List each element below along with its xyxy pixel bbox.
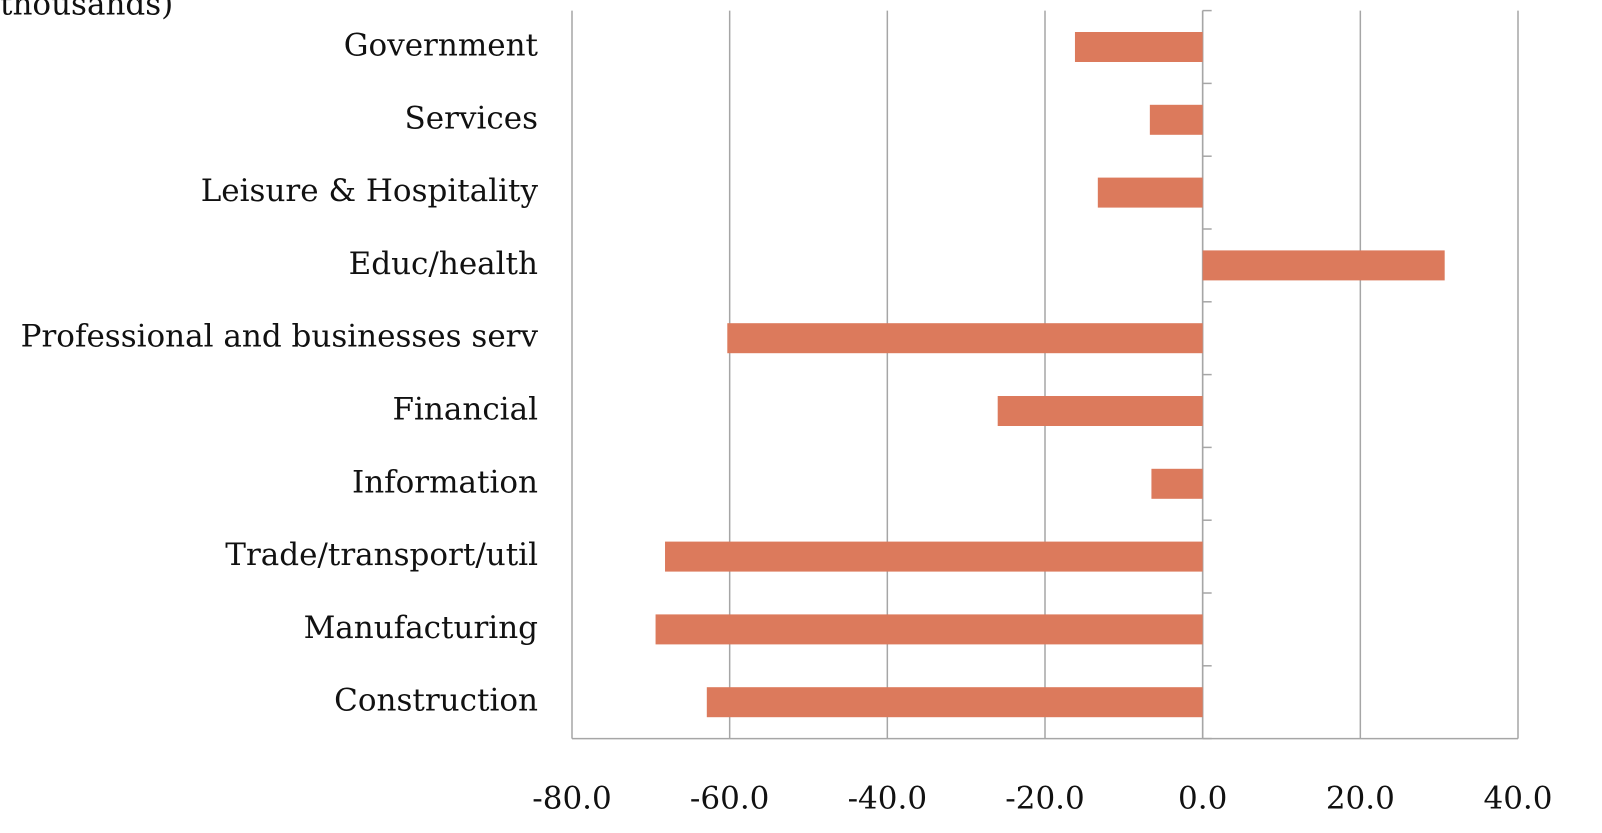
bar xyxy=(727,323,1203,354)
y-tick-label: Professional and businesses serv xyxy=(21,319,539,355)
y-tick-label: Educ/health xyxy=(349,246,538,282)
bar xyxy=(665,541,1203,572)
bar xyxy=(1074,32,1203,62)
x-tick-label: 20.0 xyxy=(1326,781,1395,817)
bar xyxy=(1149,104,1203,135)
y-tick-label: Information xyxy=(352,464,538,500)
y-tick-label: Manufacturing xyxy=(304,610,538,646)
bar xyxy=(997,396,1203,426)
x-tick-label: -80.0 xyxy=(532,781,612,817)
y-tick-label: Trade/transport/util xyxy=(225,537,538,573)
x-tick-label: 40.0 xyxy=(1483,781,1552,817)
x-tick-label: -40.0 xyxy=(848,781,928,817)
bar xyxy=(1097,177,1203,208)
y-tick-label: Government xyxy=(344,28,539,64)
x-tick-label: -20.0 xyxy=(1005,781,1085,817)
y-tick-label: Construction xyxy=(334,683,538,719)
bar xyxy=(1202,250,1445,281)
x-tick-label: 0.0 xyxy=(1178,781,1227,817)
y-tick-label: Financial xyxy=(392,392,538,428)
chart-title: thousands) xyxy=(0,0,173,23)
y-tick-label: Leisure & Hospitality xyxy=(201,173,539,209)
bar xyxy=(655,614,1203,645)
y-tick-label: Services xyxy=(405,100,538,136)
x-tick-label: -60.0 xyxy=(690,781,770,817)
bar xyxy=(1151,468,1203,499)
bar xyxy=(706,687,1203,718)
